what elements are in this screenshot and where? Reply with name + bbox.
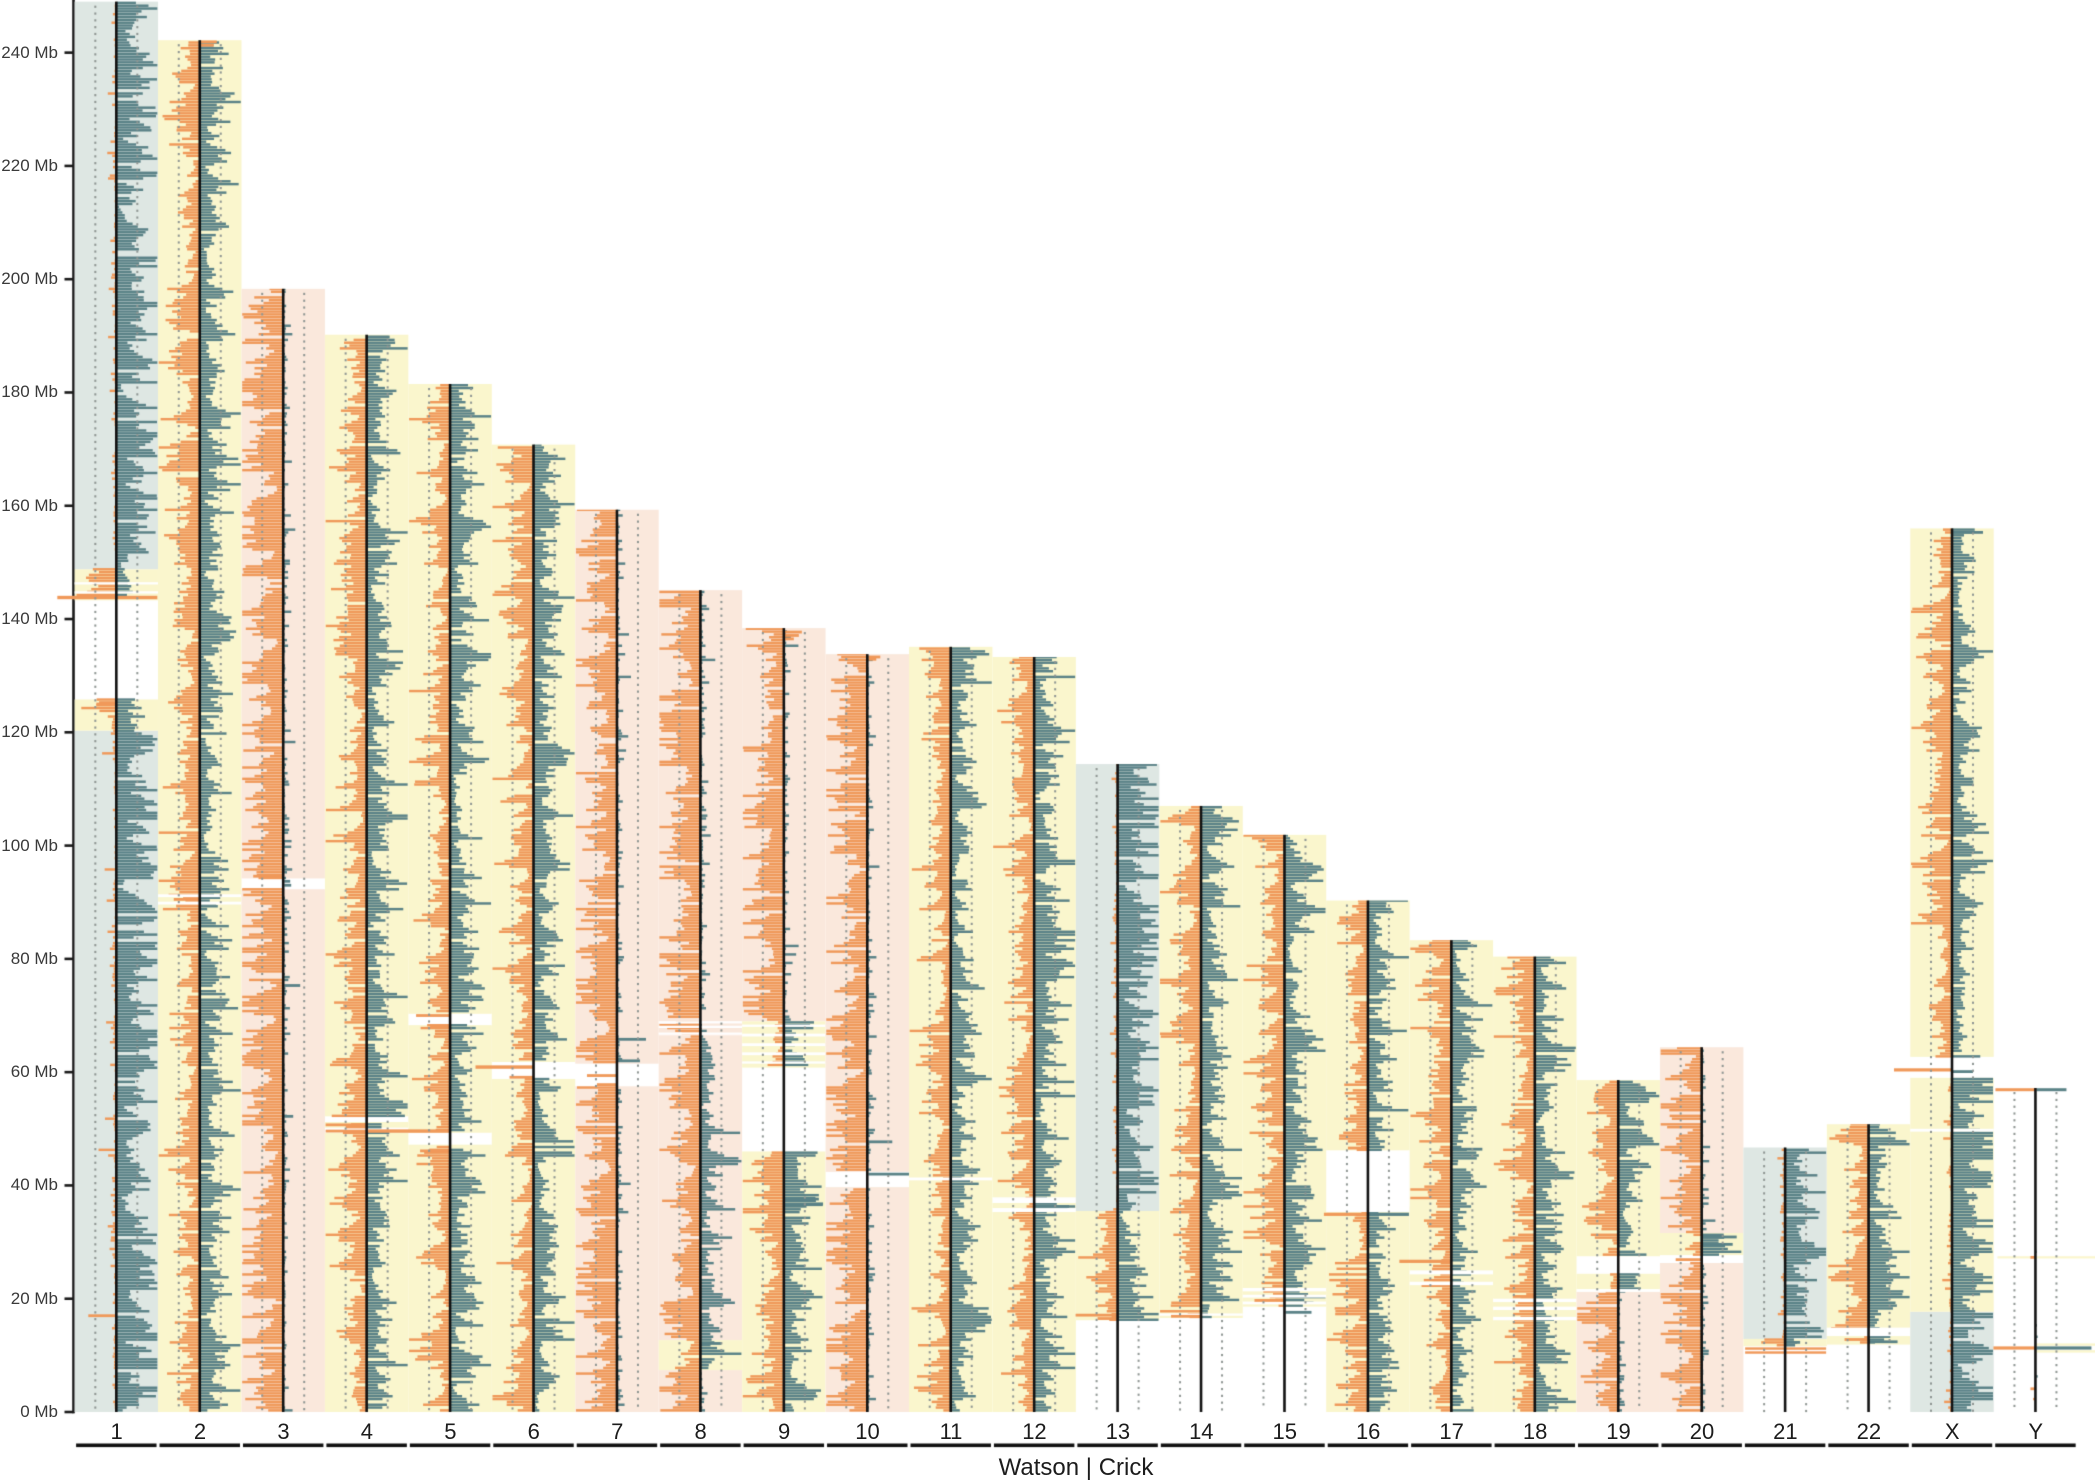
y-tick-label: 180 Mb <box>1 382 58 402</box>
y-tick-label: 120 Mb <box>1 722 58 742</box>
chromosome-label: 9 <box>777 1419 791 1444</box>
y-tick-label: 60 Mb <box>10 1062 58 1082</box>
y-tick-label: 0 Mb <box>20 1402 58 1421</box>
chromosome-label: X <box>1944 1419 1960 1444</box>
chromosome-label: 8 <box>694 1419 707 1444</box>
y-tick-label: 240 Mb <box>1 42 58 62</box>
y-tick-label: 160 Mb <box>1 495 58 515</box>
chromosome-label: 3 <box>277 1419 290 1444</box>
chromosome-label: 17 <box>1439 1419 1464 1444</box>
chromosome-label: 6 <box>527 1419 540 1444</box>
chromosome-label: 13 <box>1105 1419 1131 1444</box>
chromosome-label: 7 <box>611 1419 624 1444</box>
chromosome-label: 15 <box>1272 1419 1297 1444</box>
chromosome-label: 10 <box>855 1419 880 1444</box>
chromosome-label: 22 <box>1856 1419 1882 1444</box>
y-tick-label: 100 Mb <box>1 835 58 855</box>
chromosome-label: 16 <box>1355 1419 1381 1444</box>
y-tick-label: 200 Mb <box>1 269 58 289</box>
chromosome-label: 14 <box>1189 1419 1214 1444</box>
chromosome-label: 12 <box>1022 1419 1047 1444</box>
chromosome-label: 11 <box>939 1419 963 1444</box>
chromosome-label: 19 <box>1606 1419 1631 1444</box>
y-tick-label: 80 Mb <box>10 948 58 968</box>
chromosome-label: 2 <box>193 1419 207 1444</box>
chromosome-label: 4 <box>360 1419 374 1444</box>
y-tick-label: 20 Mb <box>10 1288 58 1308</box>
y-tick-label: 140 Mb <box>1 609 58 629</box>
y-tick-label: 40 Mb <box>10 1175 58 1195</box>
chromosome-label: 5 <box>444 1419 457 1444</box>
watson-crick-legend-label: Watson | Crick <box>998 1454 1154 1481</box>
chromosome-label: 21 <box>1773 1419 1798 1444</box>
chromosome-label: 18 <box>1522 1419 1548 1444</box>
chromosome-label: 20 <box>1689 1419 1715 1444</box>
chromosome-label: Y <box>2028 1419 2044 1444</box>
y-tick-label: 220 Mb <box>1 155 58 175</box>
chromosome-label: 1 <box>110 1419 123 1444</box>
